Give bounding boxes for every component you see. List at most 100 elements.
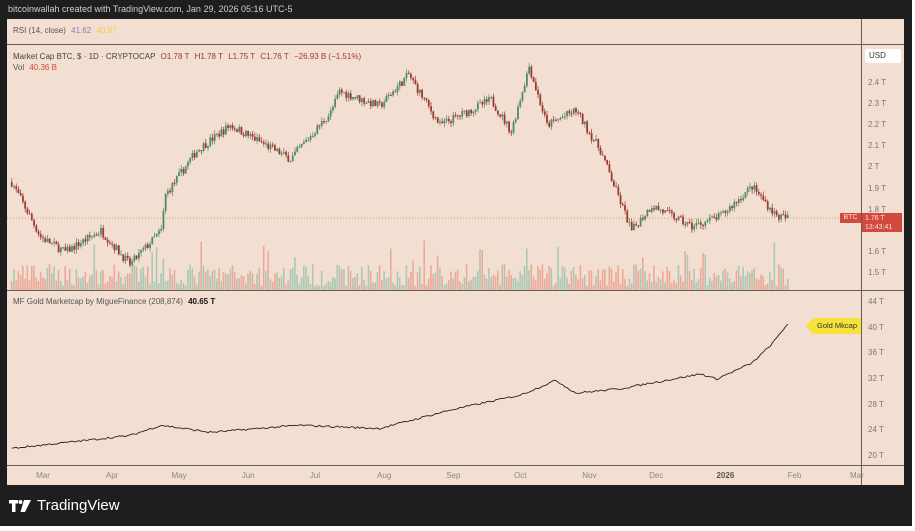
candle-body [109, 242, 111, 244]
volume-bar [644, 271, 646, 290]
candle-body [670, 210, 673, 214]
candle-body [595, 139, 597, 141]
candle-body [459, 115, 461, 117]
candle-body [441, 121, 444, 124]
volume-bar [465, 264, 468, 290]
candle-body [552, 119, 555, 121]
candle-body [240, 127, 243, 135]
volume-bar [180, 279, 182, 290]
candle-body [17, 189, 20, 194]
volume-bar [280, 276, 283, 290]
candle-body [450, 121, 452, 124]
candle-body [726, 211, 729, 213]
candle-body [229, 125, 232, 128]
volume-bar [757, 279, 760, 290]
candle-body [626, 210, 629, 223]
candle-body [679, 216, 682, 218]
gold-axis-tick: 28 T [868, 399, 884, 409]
volume-bar [385, 278, 388, 290]
volume-bar [153, 281, 156, 290]
candle-body [360, 98, 363, 102]
candle-body [19, 193, 22, 196]
ohlc-change: −26.93 B (−1.51%) [293, 52, 362, 61]
volume-bar [204, 271, 207, 290]
rsi-legend[interactable]: RSI (14, close) 41.62 40.97 [13, 26, 119, 35]
candle-body [465, 110, 468, 117]
volume-bar [262, 246, 265, 290]
candle-body [37, 231, 40, 235]
candle-body [590, 132, 593, 141]
candle-body [133, 255, 136, 261]
volume-bar [517, 280, 519, 290]
volume-bar [57, 269, 60, 290]
volume-bar [62, 285, 64, 290]
volume-bar [722, 270, 724, 290]
volume-bar [367, 265, 370, 290]
currency-button[interactable]: USD [865, 49, 901, 63]
pane-divider[interactable] [7, 290, 904, 291]
tradingview-logo[interactable]: TradingView [9, 497, 120, 514]
volume-bar [109, 275, 111, 290]
candle-body [318, 125, 321, 127]
candle-body [323, 121, 325, 123]
candle-body [646, 210, 649, 217]
symbol-legend[interactable]: Market Cap BTC, $ · 1D · CRYPTOCAP O1.78… [13, 52, 364, 61]
volume-bar [144, 276, 147, 290]
volume-bar [198, 271, 200, 290]
candle-body [104, 237, 107, 240]
chart-area[interactable]: RSI (14, close) 41.62 40.97 Market Cap B… [7, 19, 904, 485]
volume-bar [771, 280, 773, 290]
volume-bar [64, 266, 66, 290]
btc-candles-plot[interactable] [7, 44, 861, 290]
volume-legend[interactable]: Vol 40.36 B [13, 63, 60, 72]
candle-body [421, 89, 423, 98]
candle-body [403, 77, 406, 86]
volume-bar [15, 280, 17, 290]
candle-body [169, 190, 172, 193]
candle-body [691, 222, 693, 230]
volume-bar [249, 270, 252, 290]
candle-body [287, 155, 290, 162]
rsi-value: 41.62 [71, 26, 92, 35]
price-axis-tick: 2 T [868, 162, 880, 172]
candle-body [182, 168, 185, 174]
candle-body [303, 142, 305, 144]
candle-body [369, 101, 372, 107]
candle-body [682, 216, 684, 224]
candle-body [93, 234, 96, 237]
candle-body [113, 244, 116, 251]
volume-bar [294, 257, 296, 290]
volume-bar [751, 270, 753, 290]
volume-bar [10, 281, 13, 290]
time-axis-label: Feb [787, 471, 802, 480]
candle-body [256, 137, 258, 141]
candle-body [365, 102, 368, 104]
candle-body [338, 89, 341, 95]
volume-bar [35, 277, 38, 290]
volume-bar [737, 265, 740, 290]
candle-body [604, 155, 606, 161]
volume-bar [298, 283, 301, 290]
candle-body [510, 131, 513, 133]
candle-body [454, 115, 457, 117]
gold-line-plot[interactable] [7, 290, 861, 465]
volume-bar [332, 277, 334, 290]
volume-bar [490, 277, 492, 290]
candle-body [724, 211, 727, 213]
candle-body [601, 154, 604, 156]
candle-body [641, 217, 644, 220]
candle-body [577, 112, 580, 114]
candle-body [503, 114, 506, 124]
pane-divider[interactable] [7, 44, 904, 45]
last-price-tag: 1.76 T 13:43:41 [862, 213, 902, 232]
volume-bar [421, 283, 423, 290]
candle-body [662, 209, 664, 213]
candle-body [258, 137, 261, 142]
candle-body [189, 158, 192, 163]
volume-bar [675, 282, 678, 290]
candle-body [499, 114, 502, 117]
candle-body [120, 254, 122, 256]
gold-legend[interactable]: MF Gold Marketcap by MigueFinance (208,8… [13, 297, 218, 306]
volume-bar [492, 274, 495, 290]
volume-bar [191, 268, 194, 290]
